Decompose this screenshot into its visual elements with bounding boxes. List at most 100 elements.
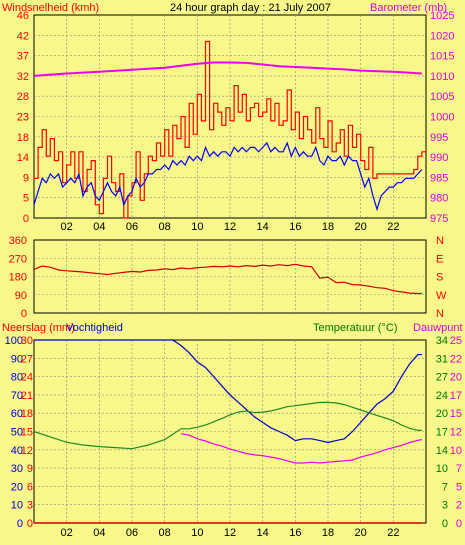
humidity-temperature-chart: 0102030405060708090100036912151821242730…: [5, 335, 462, 539]
rain-tick-label: 27: [21, 353, 33, 365]
temperature-tick-label: 14: [436, 445, 448, 457]
humidity-series: [34, 339, 422, 444]
barometer-series: [33, 61, 422, 77]
wind-tick-label: 37: [17, 51, 29, 63]
barometer-tick-label: 980: [430, 193, 448, 205]
humidity-tick-label: 10: [11, 500, 23, 512]
barometer-tick-label: 1005: [430, 91, 454, 103]
wind-tick-label: 5: [23, 193, 29, 205]
humidity-tick-label: 0: [17, 518, 23, 530]
rain-tick-label: 0: [27, 518, 33, 530]
x-tick-label: 18: [322, 221, 334, 233]
dewpoint-tick-label: 7: [456, 463, 462, 475]
x-tick-label: 16: [289, 221, 301, 233]
wind-tick-label: 9: [23, 172, 29, 184]
x-tick-label: 04: [93, 527, 105, 539]
direction-tick-label: 270: [9, 253, 27, 265]
humidity-tick-label: 60: [11, 408, 23, 420]
dewpoint-tick-label: 15: [450, 408, 462, 420]
wind-tick-label: 0: [23, 213, 29, 225]
compass-tick-label: N: [436, 235, 444, 247]
rain-tick-label: 9: [27, 463, 33, 475]
barometer-axis-title: Barometer (mb): [370, 2, 447, 14]
temperature-tick-label: 7: [442, 481, 448, 493]
wind-tick-label: 23: [17, 112, 29, 124]
humidity-tick-label: 100: [5, 335, 23, 347]
x-tick-label: 18: [322, 527, 334, 539]
temperature-series: [33, 401, 422, 450]
barometer-tick-label: 1000: [430, 112, 454, 124]
x-tick-label: 08: [159, 221, 171, 233]
x-tick-label: 20: [355, 221, 367, 233]
x-tick-label: 06: [126, 527, 138, 539]
humidity-tick-label: 30: [11, 463, 23, 475]
compass-tick-label: W: [436, 290, 447, 302]
x-tick-label: 10: [191, 221, 203, 233]
temperature-tick-label: 17: [436, 427, 448, 439]
humidity-tick-label: 90: [11, 353, 23, 365]
temperature-tick-label: 0: [442, 518, 448, 530]
rain-tick-label: 24: [21, 372, 33, 384]
wind-tick-label: 32: [17, 71, 29, 83]
wind-barometer-chart: 0 5 9 14 18 23 28 32 37 42 46 975 980 985 990 995 1000 10…: [17, 10, 455, 233]
barometer-tick-label: 995: [430, 132, 448, 144]
rain-axis-title: Neerslag (mm): [2, 322, 75, 334]
x-tick-label: 14: [257, 527, 269, 539]
humidity-tick-label: 70: [11, 390, 23, 402]
dewpoint-tick-label: 10: [450, 445, 462, 457]
x-tick-label: 02: [61, 221, 73, 233]
humidity-tick-label: 20: [11, 481, 23, 493]
humidity-axis-title: Vochtigheid: [66, 322, 123, 334]
compass-tick-label: E: [436, 253, 443, 265]
wind-tick-label: 18: [17, 132, 29, 144]
temperature-tick-label: 20: [436, 408, 448, 420]
barometer-tick-label: 985: [430, 172, 448, 184]
rain-tick-label: 30: [21, 335, 33, 347]
temperature-tick-label: 31: [436, 353, 448, 365]
x-tick-label: 22: [387, 527, 399, 539]
wind-tick-label: 14: [17, 152, 29, 164]
dewpoint-tick-label: 17: [450, 390, 462, 402]
humidity-tick-label: 40: [11, 445, 23, 457]
humidity-tick-label: 80: [11, 372, 23, 384]
wind-tick-label: 42: [17, 30, 29, 42]
barometer-tick-label: 990: [430, 152, 448, 164]
barometer-tick-label: 1015: [430, 51, 454, 63]
dewpoint-tick-label: 25: [450, 335, 462, 347]
compass-tick-label: N: [436, 308, 444, 320]
x-tick-label: 04: [93, 221, 105, 233]
barometer-tick-label: 1010: [430, 71, 454, 83]
x-tick-label: 06: [126, 221, 138, 233]
page-title: 24 hour graph day : 21 July 2007: [170, 2, 331, 14]
dewpoint-tick-label: 22: [450, 353, 462, 365]
dewpoint-tick-label: 20: [450, 372, 462, 384]
x-tick-label: 22: [387, 221, 399, 233]
temperature-tick-label: 24: [436, 390, 448, 402]
x-tick-label: 14: [257, 221, 269, 233]
temperature-tick-label: 3: [442, 500, 448, 512]
barometer-tick-label: 1025: [430, 10, 454, 22]
x-tick-label: 08: [159, 527, 171, 539]
wind-average-series: [33, 141, 423, 212]
dewpoint-series: [180, 433, 423, 464]
x-tick-label: 02: [61, 527, 73, 539]
direction-tick-label: 180: [9, 272, 27, 284]
x-tick-label: 16: [289, 527, 301, 539]
direction-tick-label: 0: [21, 308, 27, 320]
dewpoint-tick-label: 12: [450, 427, 462, 439]
x-tick-label: 12: [224, 221, 236, 233]
direction-tick-label: 360: [9, 235, 27, 247]
dewpoint-tick-label: 0: [456, 518, 462, 530]
compass-tick-label: S: [436, 272, 443, 284]
barometer-tick-label: 975: [430, 213, 448, 225]
x-tick-label: 12: [224, 527, 236, 539]
direction-tick-label: 90: [15, 290, 27, 302]
humidity-tick-label: 50: [11, 427, 23, 439]
rain-tick-label: 6: [27, 481, 33, 493]
wind-gust-series: [34, 40, 426, 219]
rain-tick-label: 12: [21, 445, 33, 457]
dewpoint-axis-title: Dauwpunt: [413, 322, 463, 334]
dewpoint-tick-label: 5: [456, 481, 462, 493]
temperature-tick-label: 34: [436, 335, 448, 347]
